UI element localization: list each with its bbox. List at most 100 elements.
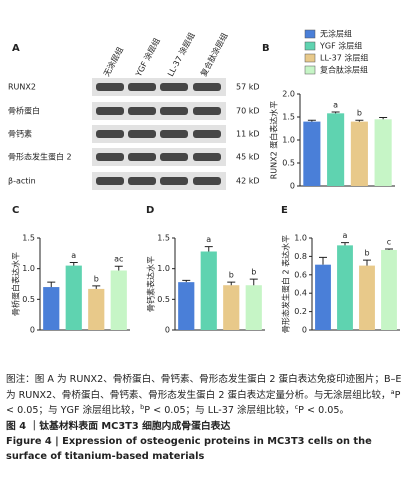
bar (245, 285, 262, 330)
blot-band (96, 107, 124, 115)
y-tick-label: 2.0 (282, 90, 295, 99)
y-tick-label: 1.0 (282, 136, 295, 145)
y-tick-label: 0 (290, 182, 295, 191)
blot-band (160, 83, 188, 91)
legend-label: YGF 涂层组 (319, 41, 362, 51)
row-label: 骨钙素 (8, 129, 32, 139)
blot-band (193, 153, 221, 161)
significance-label: c (387, 238, 391, 247)
y-tick-label: 0 (30, 326, 35, 335)
blot-band (96, 177, 124, 185)
error-bar (204, 246, 213, 252)
bar (374, 119, 392, 186)
y-tick-label: 0.5 (22, 295, 35, 304)
significance-label: a (206, 235, 211, 244)
bar (381, 249, 397, 330)
caption-superscript: b (140, 402, 145, 411)
legend-swatch (304, 53, 316, 63)
error-bar (355, 119, 364, 122)
y-tick-label: 1.5 (157, 234, 170, 243)
bar (65, 265, 82, 330)
caption-text: P < 0.05；与 LL-37 涂层组比较， (144, 405, 295, 416)
panel-label: E (281, 205, 288, 216)
error-bar (182, 279, 191, 283)
blot-strip (92, 148, 226, 166)
y-tick-label: 0 (165, 326, 170, 335)
y-tick-label: 1.0 (22, 264, 35, 273)
significance-label: ac (114, 255, 123, 264)
blot-band (96, 83, 124, 91)
bar (303, 121, 321, 186)
error-bar (385, 248, 393, 250)
error-bar (114, 265, 123, 271)
y-axis-title: 骨桥蛋白表达水平 (11, 252, 21, 316)
y-tick-label: 0.5 (282, 159, 295, 168)
blot-strip (92, 78, 226, 96)
y-axis-title: 骨钙素表达水平 (146, 256, 156, 312)
blot-band (128, 107, 156, 115)
caption-superscript: a (390, 387, 395, 396)
lane-header: 复合肽涂层组 (198, 31, 229, 78)
legend-label: 复合肽涂层组 (320, 65, 368, 75)
y-tick-label: 1.0 (294, 234, 307, 243)
significance-label: a (71, 251, 76, 260)
blot-strip (92, 172, 226, 190)
error-bar (249, 278, 258, 286)
lane-header: 无涂层组 (101, 45, 125, 78)
panel-label: C (12, 205, 19, 216)
bar (327, 113, 345, 186)
legend-swatch (304, 29, 316, 39)
blot-strip (92, 102, 226, 120)
y-tick-label: 0.6 (294, 270, 307, 279)
blot-strip (92, 125, 226, 143)
row-label: 骨桥蛋白 (8, 106, 40, 116)
legend-swatch (304, 41, 316, 51)
y-tick-label: 1.0 (157, 264, 170, 273)
significance-label: b (94, 274, 99, 283)
bar (110, 270, 127, 330)
caption-text: P < 0.05；与 YGF 涂层组比较， (6, 389, 401, 417)
y-tick-label: 0 (302, 326, 307, 335)
lane-header: YGF 涂层组 (133, 36, 162, 79)
significance-label: b (229, 271, 234, 280)
y-tick-label: 0.2 (294, 307, 307, 316)
bar (178, 282, 195, 330)
significance-label: b (357, 109, 362, 118)
y-axis-title: RUNX2 蛋白表达水平 (269, 101, 279, 180)
significance-label: a (333, 100, 338, 109)
blot-band (193, 107, 221, 115)
bar (43, 287, 60, 330)
size-label: 11 kD (236, 130, 260, 139)
caption-note: 图注：图 A 为 RUNX2、骨桥蛋白、骨钙素、骨形态发生蛋白 2 蛋白表达免疫… (6, 372, 402, 419)
error-bar (92, 285, 101, 289)
figure-title-cn: 图 4 ｜钛基材料表面 MC3T3 细胞内成骨蛋白表达 (6, 420, 231, 432)
significance-label: b (251, 268, 256, 277)
significance-label: a (343, 231, 348, 240)
significance-label: b (364, 249, 369, 258)
error-bar (319, 256, 327, 265)
bar (359, 265, 375, 330)
blot-band (193, 177, 221, 185)
y-tick-label: 0.5 (157, 295, 170, 304)
figure-title-en: Figure 4 | Expression of osteogenic prot… (6, 435, 372, 462)
legend-label: 无涂层组 (320, 29, 352, 39)
blot-band (128, 83, 156, 91)
y-tick-label: 1.5 (282, 113, 295, 122)
error-bar (341, 242, 349, 246)
caption-text: P < 0.05。 (298, 405, 350, 416)
size-label: 57 kD (236, 83, 260, 92)
blot-band (128, 153, 156, 161)
size-label: 70 kD (236, 107, 260, 116)
bar (337, 245, 353, 330)
caption: 图注：图 A 为 RUNX2、骨桥蛋白、骨钙素、骨形态发生蛋白 2 蛋白表达免疫… (6, 372, 402, 464)
bar (223, 285, 240, 330)
blot-band (96, 153, 124, 161)
panel-label: A (12, 43, 20, 54)
row-label: β-actin (8, 177, 36, 186)
panel-label: D (146, 205, 154, 216)
error-bar (47, 281, 56, 288)
y-axis-title: 骨形态发生蛋白 2 表达水平 (281, 235, 291, 333)
blot-band (160, 107, 188, 115)
